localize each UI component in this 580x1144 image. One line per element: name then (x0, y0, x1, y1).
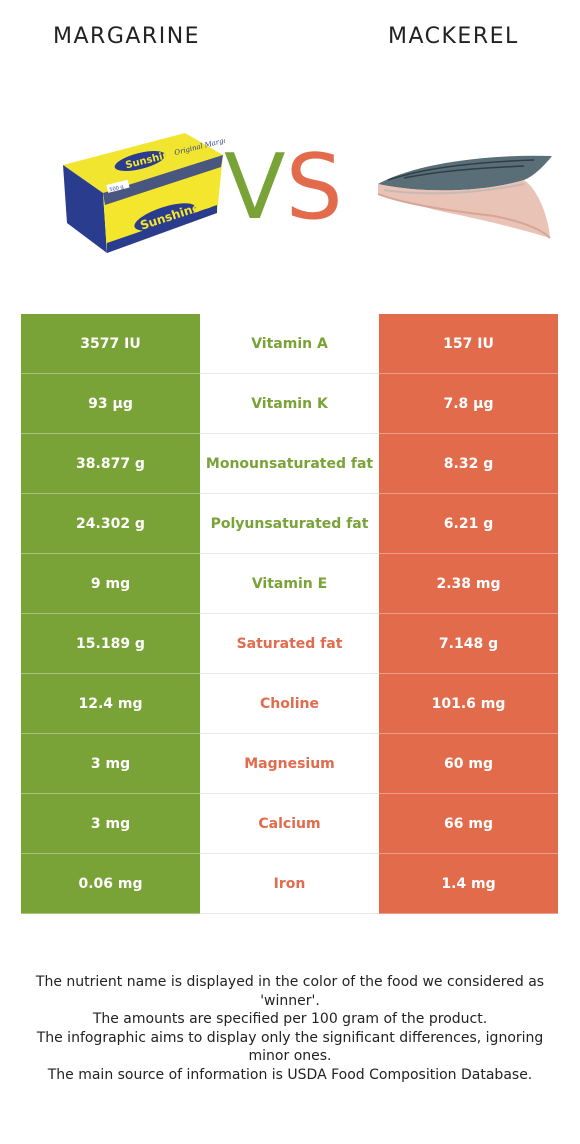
nutrient-name: Saturated fat (200, 614, 379, 673)
nutrient-name: Monounsaturated fat (200, 434, 379, 493)
vs-v: V (224, 135, 286, 240)
left-value: 3 mg (21, 734, 200, 794)
left-food-title: MARGARINE (53, 24, 201, 49)
footer-line-2: The amounts are specified per 100 gram o… (92, 1011, 488, 1027)
left-value: 9 mg (21, 554, 200, 614)
left-value: 0.06 mg (21, 854, 200, 914)
right-value: 7.8 µg (379, 374, 558, 434)
table-row: 24.302 g Polyunsaturated fat 6.21 g (21, 494, 558, 554)
right-value: 1.4 mg (379, 854, 558, 914)
left-value: 24.302 g (21, 494, 200, 554)
nutrient-name: Choline (200, 674, 379, 733)
right-value: 157 IU (379, 314, 558, 374)
nutrient-name: Vitamin K (200, 374, 379, 433)
table-row: 9 mg Vitamin E 2.38 mg (21, 554, 558, 614)
right-value: 6.21 g (379, 494, 558, 554)
left-value: 12.4 mg (21, 674, 200, 734)
right-value: 66 mg (379, 794, 558, 854)
left-value: 15.189 g (21, 614, 200, 674)
table-row: 0.06 mg Iron 1.4 mg (21, 854, 558, 914)
footer-notes: The nutrient name is displayed in the co… (20, 973, 560, 1084)
vs-s: S (285, 135, 343, 240)
margarine-weight: 500 g (109, 184, 124, 193)
right-food-title: MACKEREL (388, 24, 519, 49)
left-value: 3 mg (21, 794, 200, 854)
mackerel-image (377, 155, 552, 239)
left-value: 93 µg (21, 374, 200, 434)
nutrient-name: Vitamin E (200, 554, 379, 613)
right-value: 2.38 mg (379, 554, 558, 614)
footer-line-1: The nutrient name is displayed in the co… (35, 974, 545, 1009)
left-value: 38.877 g (21, 434, 200, 494)
left-value: 3577 IU (21, 314, 200, 374)
right-value: 8.32 g (379, 434, 558, 494)
table-row: 12.4 mg Choline 101.6 mg (21, 674, 558, 734)
table-row: 3 mg Magnesium 60 mg (21, 734, 558, 794)
right-value: 7.148 g (379, 614, 558, 674)
comparison-table: 3577 IU Vitamin A 157 IU 93 µg Vitamin K 7.8 … (21, 314, 558, 914)
vs-label: VS (224, 138, 343, 238)
nutrient-name: Iron (200, 854, 379, 913)
nutrient-name: Polyunsaturated fat (200, 494, 379, 553)
right-value: 101.6 mg (379, 674, 558, 734)
table-row: 3 mg Calcium 66 mg (21, 794, 558, 854)
table-row: 93 µg Vitamin K 7.8 µg (21, 374, 558, 434)
footer-line-3: The infographic aims to display only the… (36, 1029, 544, 1065)
footer-line-4: The main source of information is USDA F… (47, 1066, 533, 1083)
nutrient-name: Vitamin A (200, 314, 379, 373)
table-row: 3577 IU Vitamin A 157 IU (21, 314, 558, 374)
table-row: 15.189 g Saturated fat 7.148 g (21, 614, 558, 674)
table-row: 38.877 g Monounsaturated fat 8.32 g (21, 434, 558, 494)
margarine-image: Sunshine D Original Margarine Sunshine D… (63, 133, 225, 253)
nutrient-name: Magnesium (200, 734, 379, 793)
nutrient-name: Calcium (200, 794, 379, 853)
right-value: 60 mg (379, 734, 558, 794)
